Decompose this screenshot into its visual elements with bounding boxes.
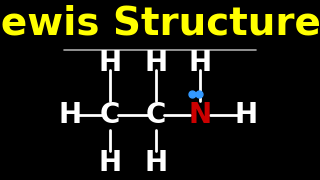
Text: C: C [100,102,120,129]
Text: H: H [59,102,82,129]
Text: Lewis Structures: Lewis Structures [0,5,320,43]
Text: H: H [144,49,168,77]
Text: C: C [146,102,166,129]
Text: H: H [188,49,212,77]
Text: H: H [99,149,122,177]
Text: H: H [235,102,258,129]
Text: N: N [188,102,212,129]
Text: H: H [99,49,122,77]
Text: H: H [144,149,168,177]
